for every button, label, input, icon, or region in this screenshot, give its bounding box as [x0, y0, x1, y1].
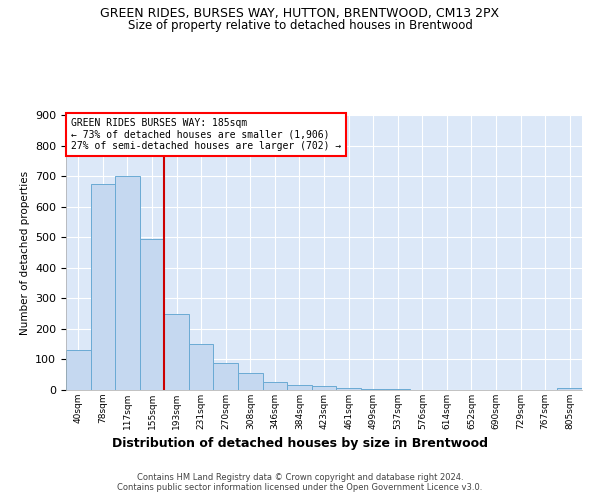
Bar — [115, 176, 140, 390]
Bar — [263, 382, 287, 390]
Text: Contains HM Land Registry data © Crown copyright and database right 2024.
Contai: Contains HM Land Registry data © Crown c… — [118, 473, 482, 492]
Bar — [336, 388, 361, 390]
Text: GREEN RIDES BURSES WAY: 185sqm
← 73% of detached houses are smaller (1,906)
27% : GREEN RIDES BURSES WAY: 185sqm ← 73% of … — [71, 118, 341, 151]
Bar — [66, 350, 91, 390]
Bar — [312, 386, 336, 390]
Text: Distribution of detached houses by size in Brentwood: Distribution of detached houses by size … — [112, 438, 488, 450]
Bar — [361, 389, 385, 390]
Bar — [189, 344, 214, 390]
Bar — [214, 363, 238, 390]
Bar — [557, 388, 582, 390]
Bar — [91, 184, 115, 390]
Text: Size of property relative to detached houses in Brentwood: Size of property relative to detached ho… — [128, 19, 472, 32]
Bar — [238, 373, 263, 390]
Bar — [140, 239, 164, 390]
Bar — [287, 384, 312, 390]
Y-axis label: Number of detached properties: Number of detached properties — [20, 170, 29, 334]
Text: GREEN RIDES, BURSES WAY, HUTTON, BRENTWOOD, CM13 2PX: GREEN RIDES, BURSES WAY, HUTTON, BRENTWO… — [100, 8, 500, 20]
Bar — [164, 314, 189, 390]
